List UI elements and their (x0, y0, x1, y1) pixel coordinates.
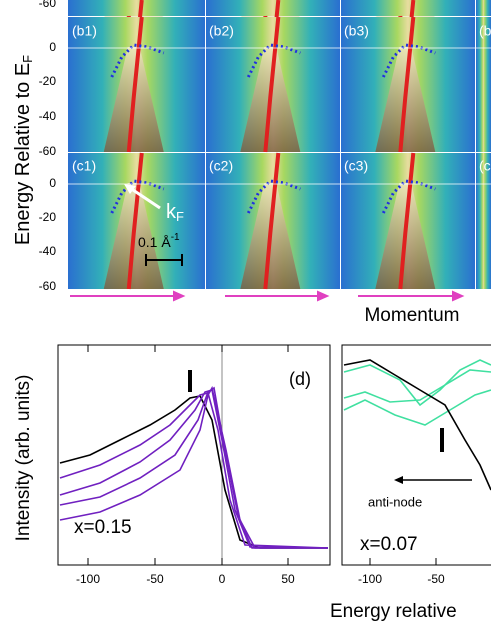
kf-sub: F (176, 209, 184, 224)
scale-sup: -1 (171, 232, 180, 243)
x-tick-label: -50 (146, 572, 164, 586)
x-tick-label: -50 (427, 572, 445, 586)
dispersion (263, 16, 281, 153)
arpes-image (68, 0, 205, 16)
spectra-left (59, 385, 329, 549)
scale-bar (145, 254, 183, 266)
arpes-image (476, 0, 491, 16)
y-tick-label: -20 (39, 74, 57, 88)
panel-label: (b2) (209, 23, 234, 39)
dispersion (263, 152, 281, 290)
panel-label: (b (479, 23, 491, 39)
x-tick-label: 50 (281, 572, 295, 586)
x-ticks: -100 -50 0 50 -100 -50 (76, 345, 445, 586)
arpes-image (476, 153, 491, 289)
panel-right (341, 344, 491, 566)
y-tick-label: -40 (39, 109, 57, 123)
y-axis-title: Energy Relative to EF (12, 55, 35, 245)
y-tick-label: 0 (49, 40, 56, 54)
arrow-head (394, 476, 403, 484)
y-ticks: -60 0 -20 -40 -60 0 -20 -40 -60 (39, 0, 57, 293)
panel-label: (c2) (209, 158, 233, 174)
arpes-image (341, 0, 475, 16)
panel-label: (d) (289, 369, 311, 389)
arpes-image (206, 0, 340, 16)
x-tick-label: -100 (358, 572, 382, 586)
panel-label: (b1) (72, 23, 97, 39)
y-tick-label: -20 (39, 210, 57, 224)
panel-d (57, 344, 331, 566)
arpes-image (476, 17, 491, 152)
kf-arrow-head (124, 184, 136, 194)
y-axis-title: Intensity (arb. units) (13, 375, 34, 542)
dispersion (126, 152, 144, 290)
scale-text: 0.1 Å (138, 234, 171, 250)
arpes-panels: (b1) (b2) (b3) (b (c1) (c2) (c3) (c kF 0.1 Å-1 (68, 0, 491, 290)
y-tick-label: -60 (39, 144, 57, 158)
y-tick-label: -60 (39, 0, 57, 10)
x-axis-title: Energy relative (330, 601, 457, 622)
panel-label: (c1) (72, 158, 96, 174)
kf-text: k (166, 201, 177, 223)
dispersion (398, 152, 416, 290)
kf-label: kF (166, 201, 184, 224)
panel-label: (c3) (344, 158, 368, 174)
dispersion (126, 16, 144, 153)
panel-label: (b3) (344, 23, 369, 39)
x-tick-label: -100 (76, 572, 100, 586)
kf-arrow (129, 186, 161, 210)
doping-label: x=0.07 (360, 534, 418, 555)
x-axis-title: Momentum (364, 305, 459, 326)
doping-label: x=0.15 (74, 517, 132, 538)
scale-label: 0.1 Å-1 (138, 232, 180, 250)
y-tick-label: -40 (39, 244, 57, 258)
y-tick-label: 0 (49, 176, 56, 190)
x-tick-label: 0 (219, 572, 226, 586)
annotation: anti-node (368, 494, 422, 509)
y-tick-label: -60 (39, 279, 57, 293)
momentum-arrows (70, 290, 465, 302)
spectra-right (343, 359, 491, 491)
dispersion (398, 16, 416, 153)
panel-label: (c (479, 158, 491, 174)
